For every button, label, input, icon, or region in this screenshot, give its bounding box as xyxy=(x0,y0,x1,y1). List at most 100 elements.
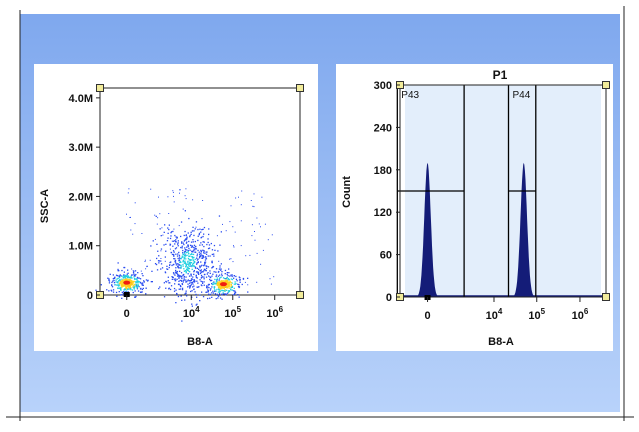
scatter-point xyxy=(201,276,203,278)
scatter-point xyxy=(196,286,198,288)
scatter-point xyxy=(250,200,252,201)
scatter-point xyxy=(137,277,139,279)
scatter-point xyxy=(173,228,175,230)
scatter-point xyxy=(129,285,131,287)
scatter-point xyxy=(173,255,175,257)
scatter-point xyxy=(192,276,194,278)
scatter-point xyxy=(163,282,165,284)
scatter-point xyxy=(121,291,123,293)
gate-handle[interactable] xyxy=(602,293,610,301)
scatter-point xyxy=(175,264,178,266)
scatter-point xyxy=(150,245,152,247)
scatter-point xyxy=(176,255,179,257)
scatter-point xyxy=(198,273,200,275)
scatter-point xyxy=(163,296,166,298)
gate-handle[interactable] xyxy=(296,84,304,92)
scatter-point xyxy=(185,266,187,268)
scatter-point xyxy=(209,270,211,272)
scatter-point xyxy=(211,279,213,282)
scatter-point xyxy=(200,236,203,238)
scatter-point xyxy=(178,277,180,279)
scatter-point xyxy=(209,276,211,278)
scatter-point xyxy=(126,288,129,291)
scatter-point xyxy=(217,275,220,277)
scatter-point xyxy=(179,267,181,269)
scatter-point xyxy=(185,238,187,240)
scatter-point xyxy=(184,269,187,272)
scatter-point xyxy=(216,279,218,281)
scatter-point xyxy=(219,288,221,290)
scatter-point xyxy=(133,284,135,286)
scatter-point xyxy=(200,274,203,277)
scatter-point xyxy=(180,235,182,238)
scatter-point xyxy=(221,293,223,295)
scatter-point xyxy=(208,233,210,236)
scatter-point xyxy=(181,245,183,247)
scatter-point xyxy=(127,269,129,271)
scatter-point xyxy=(117,262,119,264)
scatter-point xyxy=(124,288,126,290)
scatter-point xyxy=(203,250,205,252)
scatter-point xyxy=(175,271,178,273)
scatter-point xyxy=(244,281,246,283)
scatter-point xyxy=(111,286,114,288)
y-tick-label: 3.0M xyxy=(69,142,93,154)
scatter-point xyxy=(182,281,184,283)
scatter-point xyxy=(133,280,135,283)
scatter-point xyxy=(187,251,189,253)
scatter-point xyxy=(215,271,217,273)
scatter-point xyxy=(169,264,171,266)
gate-handle[interactable] xyxy=(602,81,610,89)
scatter-point xyxy=(221,287,223,289)
scatter-point xyxy=(205,291,207,293)
scatter-point xyxy=(228,272,230,274)
scatter-point xyxy=(175,236,177,238)
scatter-point xyxy=(206,243,208,246)
scatter-point xyxy=(227,275,229,277)
scatter-point xyxy=(179,257,181,260)
scatter-point xyxy=(188,217,190,220)
scatter-point xyxy=(175,272,177,274)
scatter-point xyxy=(179,284,181,287)
gate-handle[interactable] xyxy=(296,291,304,299)
scatter-point xyxy=(137,283,139,286)
scatter-point xyxy=(175,269,177,272)
scatter-point xyxy=(184,210,186,212)
scatter-point xyxy=(238,196,239,198)
gate-handle[interactable] xyxy=(96,84,104,92)
scatter-point xyxy=(251,235,253,237)
scatter-point xyxy=(184,247,186,249)
scatter-point xyxy=(198,268,200,270)
histogram-title: P1 xyxy=(493,68,508,82)
scatter-point xyxy=(119,282,121,285)
scatter-point xyxy=(167,276,169,278)
scatter-point xyxy=(150,188,152,190)
scatter-point xyxy=(114,284,116,286)
scatter-point xyxy=(209,293,211,296)
scatter-point xyxy=(160,260,162,262)
scatter-point xyxy=(211,286,213,288)
scatter-point xyxy=(201,218,203,220)
scatter-point xyxy=(191,296,193,298)
scatter-point xyxy=(222,289,224,292)
scatter-point xyxy=(120,275,122,277)
scatter-point xyxy=(116,284,118,286)
scatter-point xyxy=(159,228,161,230)
scatter-point xyxy=(218,215,221,217)
scatter-point xyxy=(193,265,195,267)
y-axis-ticks: 0 1.0M 2.0M 3.0M 4.0M xyxy=(69,93,100,302)
scatter-point xyxy=(235,278,238,280)
scatter-point xyxy=(235,197,237,199)
scatter-point xyxy=(139,288,142,290)
scatter-point xyxy=(136,279,138,281)
scatter-point xyxy=(179,189,181,191)
scatter-point xyxy=(117,277,119,280)
scatter-point xyxy=(215,268,218,270)
scatter-point xyxy=(173,287,176,290)
scatter-point xyxy=(167,196,169,198)
scatter-point xyxy=(180,295,182,297)
scatter-point xyxy=(177,243,179,245)
scatter-point xyxy=(178,251,180,254)
scatter-point xyxy=(121,285,123,287)
scatter-point xyxy=(233,277,235,279)
